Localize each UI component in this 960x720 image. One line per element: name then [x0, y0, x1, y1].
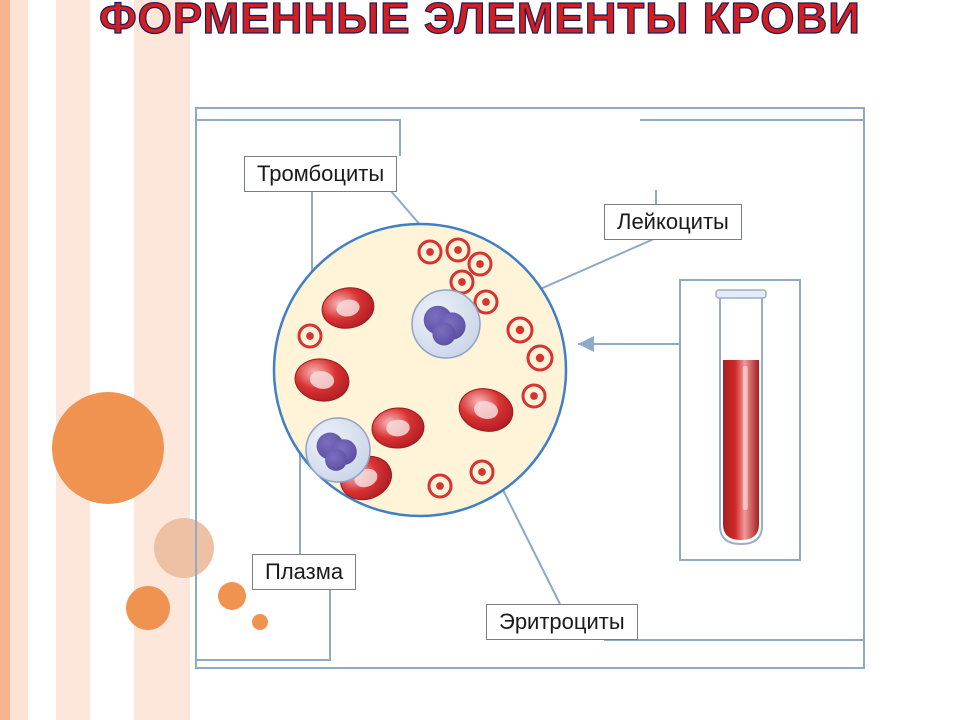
bg-stripe	[56, 0, 90, 720]
tube-frame	[680, 280, 800, 560]
label-leukocytes: Лейкоциты	[604, 204, 742, 240]
bg-stripe	[0, 0, 10, 720]
erythrocyte-small	[471, 461, 493, 483]
erythrocyte-small	[299, 325, 321, 347]
erythrocyte-small	[475, 291, 497, 313]
erythrocyte-large	[319, 284, 377, 332]
erythrocyte-small	[469, 253, 491, 275]
arrow-head	[578, 336, 594, 352]
erythrocyte-small	[451, 271, 473, 293]
bg-stripe	[10, 0, 28, 720]
page-title: ФОРМЕННЫЕ ЭЛЕМЕНТЫ КРОВИ	[0, 0, 960, 44]
label-erythrocytes: Эритроциты	[486, 604, 638, 640]
erythrocyte-small	[508, 318, 532, 342]
deco-circle	[154, 518, 214, 578]
erythrocyte-small	[447, 239, 469, 261]
leukocyte	[412, 290, 480, 358]
test-tube	[716, 290, 766, 544]
microscope-view	[274, 224, 566, 516]
deco-circle	[218, 582, 246, 610]
bg-stripe	[28, 0, 56, 720]
erythrocyte-small	[523, 385, 545, 407]
deco-circle	[252, 614, 268, 630]
erythrocyte-small	[528, 346, 552, 370]
label-plasma: Плазма	[252, 554, 356, 590]
erythrocyte-small	[429, 475, 451, 497]
label-thrombocytes: Тромбоциты	[244, 156, 397, 192]
erythrocyte-large	[292, 355, 351, 404]
leukocyte	[306, 418, 370, 482]
erythrocyte-small	[419, 241, 441, 263]
erythrocyte-large	[371, 406, 426, 450]
deco-circle	[126, 586, 170, 630]
erythrocyte-large	[455, 384, 517, 436]
deco-circle	[52, 392, 164, 504]
erythrocyte-large	[334, 449, 397, 506]
